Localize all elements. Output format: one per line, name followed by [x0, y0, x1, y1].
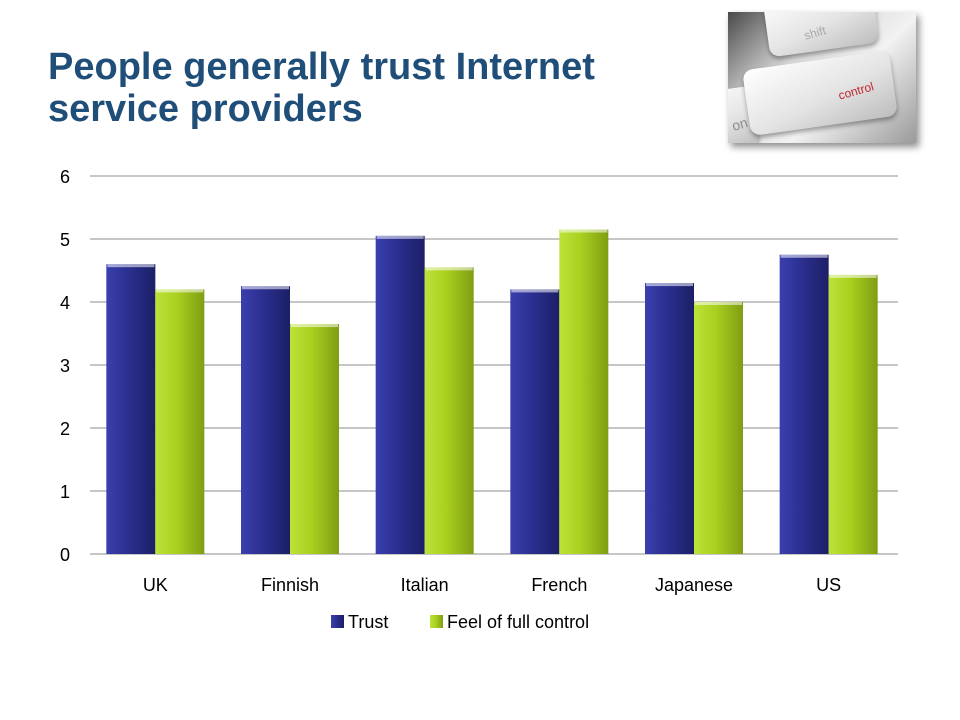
bar-feel-of-full-control-us — [828, 274, 878, 554]
bar-trust-us — [779, 254, 829, 554]
bar-highlight — [291, 324, 338, 328]
bar-feel-of-full-control-french — [559, 229, 609, 555]
bar-highlight — [156, 289, 204, 293]
y-tick-label: 6 — [60, 167, 70, 187]
legend: Trust Feel of full control — [331, 612, 589, 632]
bar-highlight — [376, 235, 424, 239]
legend-swatch-feel-of-full-control — [430, 615, 443, 628]
bar-trust-japanese — [645, 283, 694, 554]
slide-title: People generally trust Internet service … — [48, 46, 595, 130]
bar-highlight — [560, 229, 608, 233]
bar-highlight — [695, 302, 742, 305]
x-tick-label: Italian — [401, 575, 449, 595]
bar-trust-uk — [106, 264, 156, 554]
x-axis-ticks: UK Finnish Italian French Japanese US — [143, 575, 841, 595]
bar-trust-italian — [375, 235, 425, 554]
gridlines — [90, 175, 898, 555]
legend-swatch-trust — [331, 615, 344, 628]
bar-feel-of-full-control-japanese — [694, 302, 743, 554]
y-tick-label: 1 — [60, 482, 70, 502]
y-tick-label: 5 — [60, 230, 70, 250]
x-tick-label: Finnish — [261, 575, 319, 595]
x-tick-label: US — [816, 575, 841, 595]
bar-trust-finnish — [241, 286, 290, 554]
bar-trust-french — [510, 289, 560, 554]
keyboard-photo: shift on control — [728, 12, 916, 143]
bar-feel-of-full-control-italian — [424, 267, 474, 554]
legend-label: Feel of full control — [447, 612, 589, 632]
y-tick-label: 2 — [60, 419, 70, 439]
legend-label: Trust — [348, 612, 388, 632]
bars — [106, 229, 878, 555]
x-tick-label: Japanese — [655, 575, 733, 595]
y-tick-label: 3 — [60, 356, 70, 376]
bar-highlight — [425, 267, 473, 271]
bar-feel-of-full-control-finnish — [290, 324, 339, 554]
bar-feel-of-full-control-uk — [155, 289, 205, 554]
bar-highlight — [511, 289, 559, 293]
bar-highlight — [646, 283, 693, 287]
x-tick-label: UK — [143, 575, 168, 595]
y-tick-label: 4 — [60, 293, 70, 313]
bar-highlight — [242, 286, 289, 290]
bar-highlight — [829, 274, 877, 278]
bar-highlight — [107, 264, 155, 268]
y-axis-ticks: 0 1 2 3 4 5 6 — [60, 167, 70, 565]
y-tick-label: 0 — [60, 545, 70, 565]
bar-highlight — [780, 254, 828, 258]
x-tick-label: French — [531, 575, 587, 595]
